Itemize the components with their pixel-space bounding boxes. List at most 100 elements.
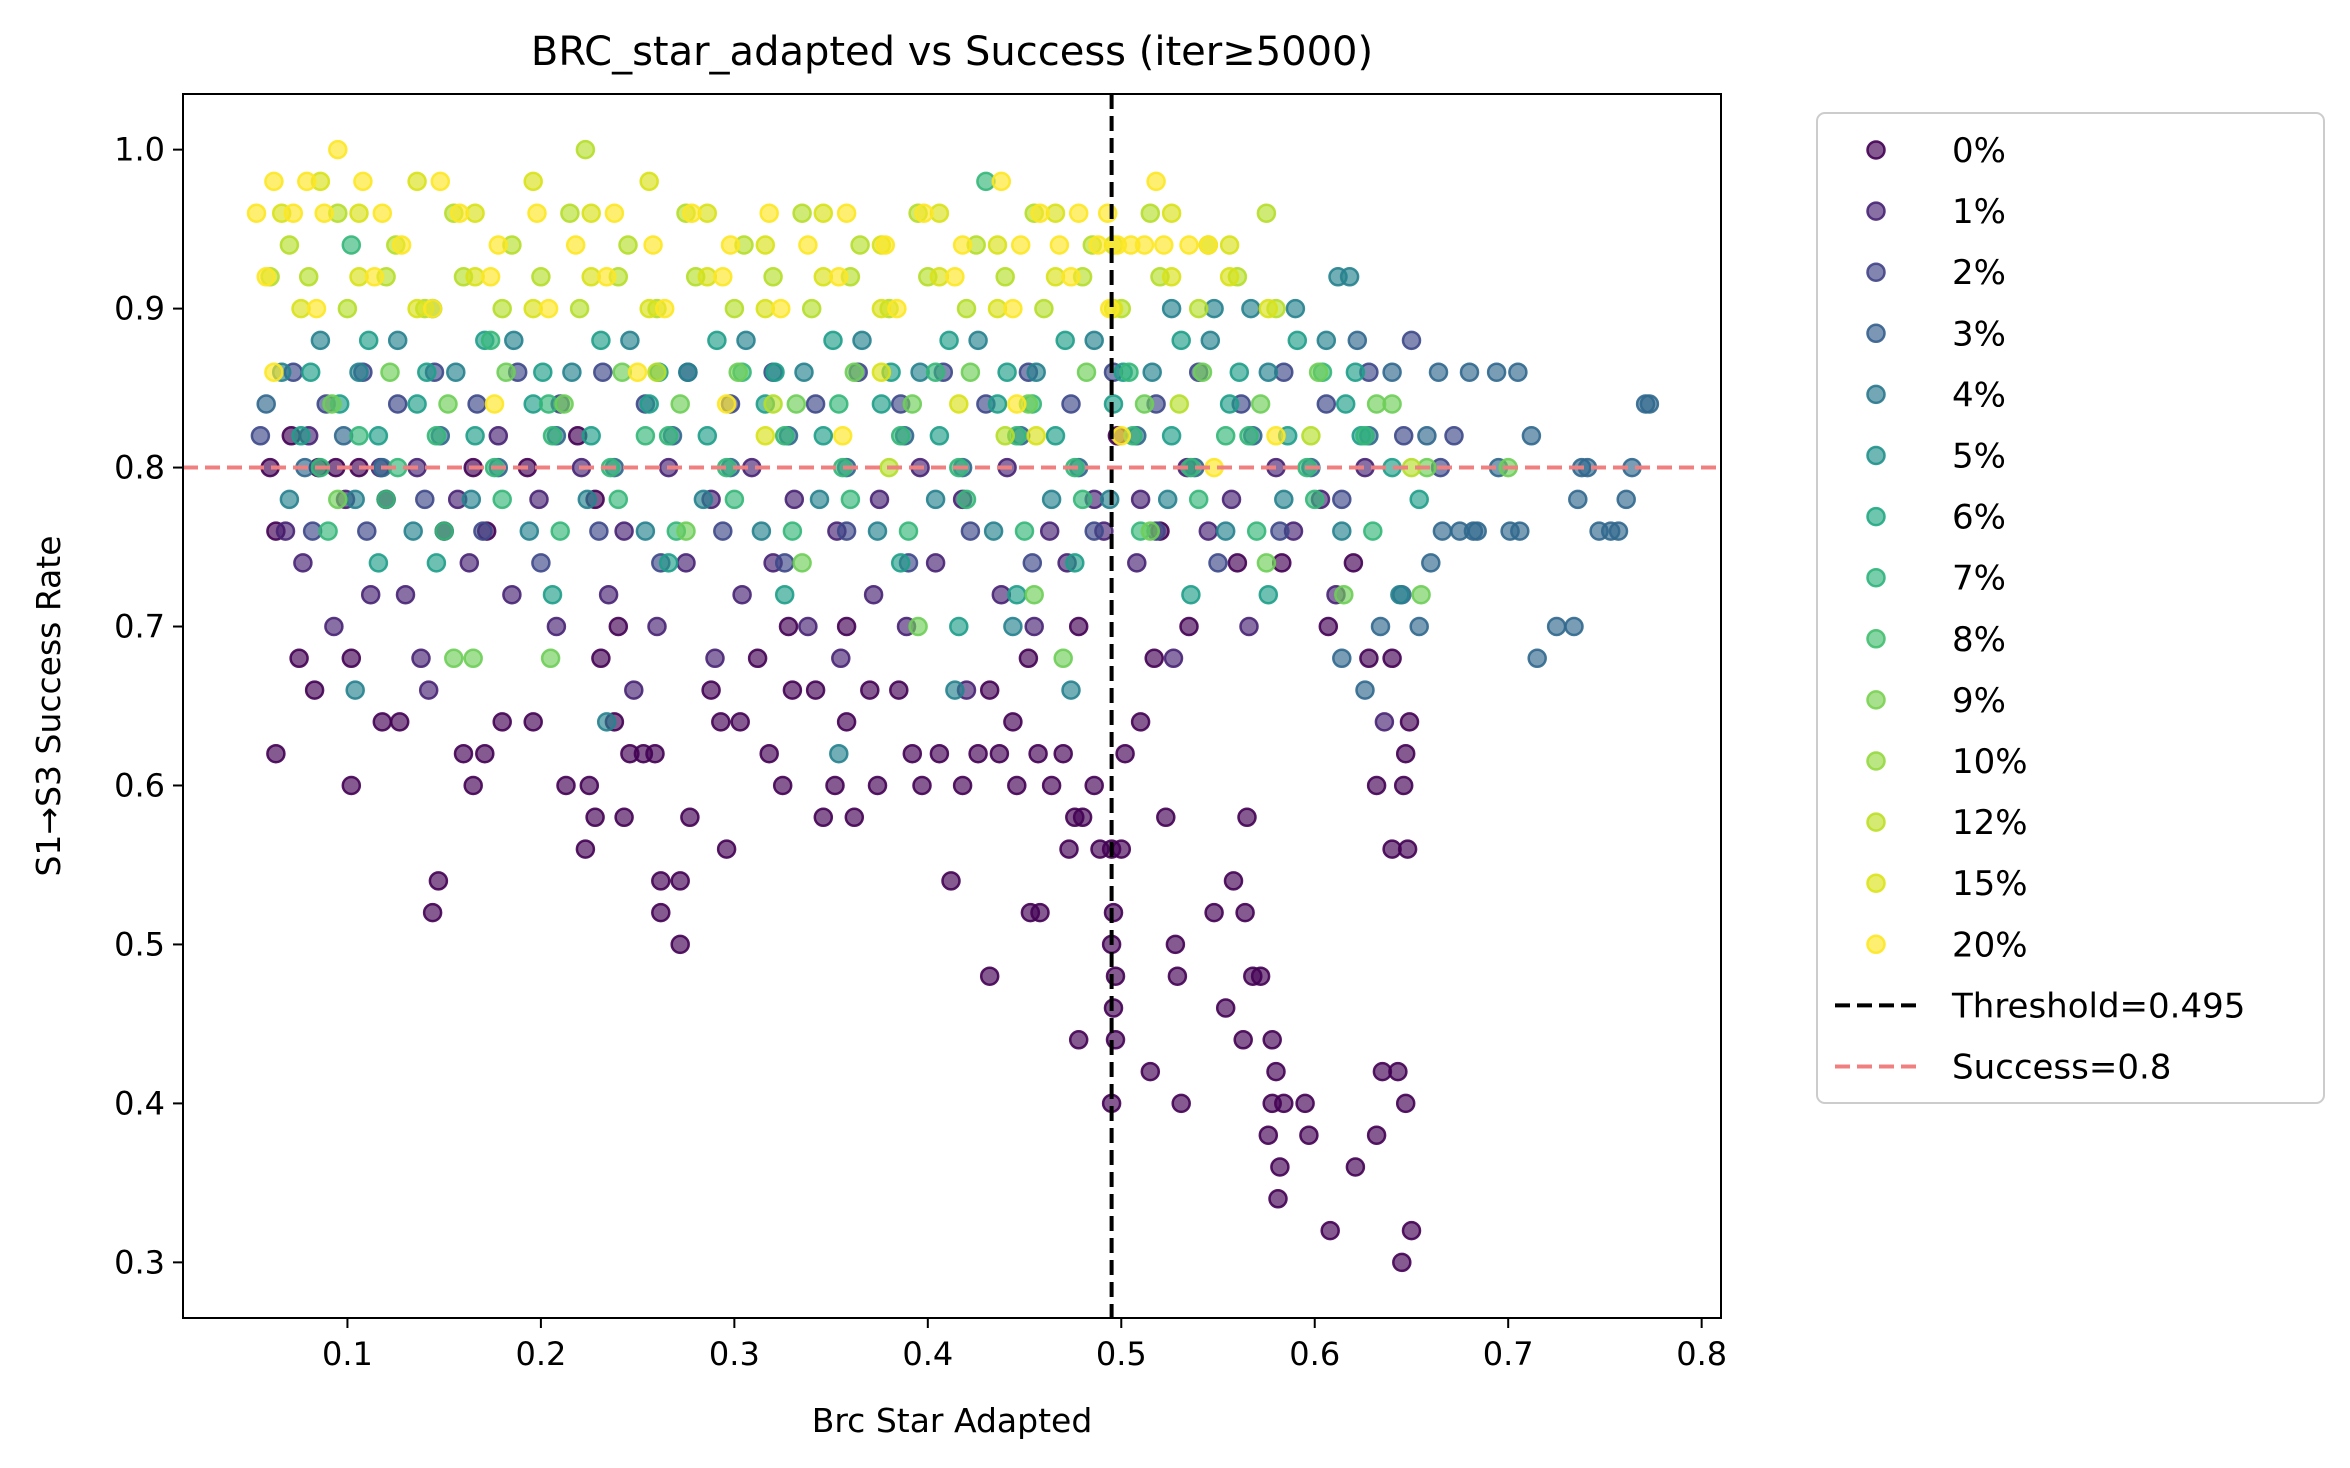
data-point xyxy=(771,298,791,319)
data-point xyxy=(676,521,696,541)
data-point xyxy=(1239,616,1259,637)
data-point xyxy=(1084,775,1104,796)
data-point xyxy=(562,362,582,382)
data-point xyxy=(266,743,286,764)
data-point xyxy=(376,489,396,510)
data-point xyxy=(542,584,563,605)
data-point xyxy=(531,553,551,573)
data-point xyxy=(1219,394,1240,414)
data-point xyxy=(1061,394,1081,414)
data-point xyxy=(1399,712,1420,732)
data-point xyxy=(1140,521,1161,541)
legend-marker xyxy=(1866,751,1886,771)
data-point xyxy=(1090,839,1110,859)
data-point xyxy=(1339,267,1360,287)
data-point xyxy=(902,394,923,414)
data-point xyxy=(465,426,485,446)
data-point xyxy=(314,203,334,223)
data-point xyxy=(1250,966,1271,986)
data-point xyxy=(1295,1093,1315,1114)
data-point xyxy=(318,521,338,541)
data-point xyxy=(475,743,495,764)
data-point xyxy=(1256,553,1277,573)
data-point xyxy=(651,871,671,891)
data-point xyxy=(1382,362,1402,382)
data-point xyxy=(968,330,988,351)
data-point xyxy=(1161,203,1182,223)
data-point xyxy=(1395,1093,1416,1114)
data-point xyxy=(463,775,483,796)
data-point xyxy=(949,616,969,637)
data-point xyxy=(345,680,365,700)
data-point xyxy=(1393,426,1414,446)
data-point xyxy=(349,203,369,223)
legend-label: 20% xyxy=(1952,925,2028,965)
data-point xyxy=(1039,521,1060,541)
data-point xyxy=(1363,521,1383,541)
data-point xyxy=(504,330,524,351)
data-point xyxy=(538,298,559,319)
data-point xyxy=(693,489,714,510)
data-point xyxy=(1227,553,1248,573)
data-point xyxy=(1223,871,1244,891)
y-tick-label: 0.4 xyxy=(114,1084,165,1122)
data-point xyxy=(264,171,284,192)
data-point xyxy=(1345,362,1366,382)
data-point xyxy=(304,680,325,700)
data-point xyxy=(417,362,437,382)
data-point xyxy=(426,426,447,446)
data-point xyxy=(1134,235,1155,255)
data-point xyxy=(1546,616,1567,637)
data-point xyxy=(407,394,427,414)
data-point xyxy=(747,648,768,669)
data-point xyxy=(1285,298,1306,319)
data-point xyxy=(1215,426,1236,446)
data-point xyxy=(349,426,369,446)
data-point xyxy=(275,521,296,541)
data-point xyxy=(389,712,410,732)
data-point xyxy=(1521,426,1542,446)
plot-frame xyxy=(182,93,1722,1319)
data-point xyxy=(403,521,423,541)
data-point xyxy=(438,394,458,414)
data-point xyxy=(1134,394,1155,414)
data-point xyxy=(279,489,300,510)
data-point xyxy=(782,680,803,700)
data-point xyxy=(364,267,385,287)
legend-label: 7% xyxy=(1952,559,2006,599)
data-point xyxy=(1215,521,1236,541)
data-point xyxy=(1084,521,1104,541)
data-point xyxy=(647,616,667,637)
data-point xyxy=(836,521,857,541)
x-tick-label: 0.3 xyxy=(709,1335,760,1373)
x-tick-label: 0.5 xyxy=(1096,1335,1147,1373)
data-point xyxy=(422,902,443,923)
data-point xyxy=(529,489,549,510)
data-point xyxy=(328,139,348,160)
y-tick-label: 0.3 xyxy=(114,1243,165,1281)
data-point xyxy=(297,171,317,192)
data-point xyxy=(1181,584,1201,605)
data-point xyxy=(1119,362,1139,382)
data-point xyxy=(736,330,756,351)
data-point xyxy=(434,521,454,541)
data-point xyxy=(794,362,814,382)
data-point xyxy=(941,871,961,891)
data-point xyxy=(1459,362,1480,382)
legend-label: 4% xyxy=(1952,375,2006,415)
data-point xyxy=(591,648,611,669)
data-point xyxy=(328,489,348,510)
data-point xyxy=(492,712,512,732)
data-point xyxy=(1250,394,1271,414)
legend-label: Success=0.8 xyxy=(1952,1048,2171,1088)
data-point xyxy=(1390,584,1410,605)
data-point xyxy=(705,648,725,669)
data-point xyxy=(832,426,853,446)
data-point xyxy=(1527,648,1547,669)
data-point xyxy=(569,298,590,319)
data-point xyxy=(732,584,752,605)
data-point xyxy=(956,298,977,319)
data-point xyxy=(1059,839,1079,859)
data-point xyxy=(792,553,812,573)
data-point xyxy=(411,648,431,669)
